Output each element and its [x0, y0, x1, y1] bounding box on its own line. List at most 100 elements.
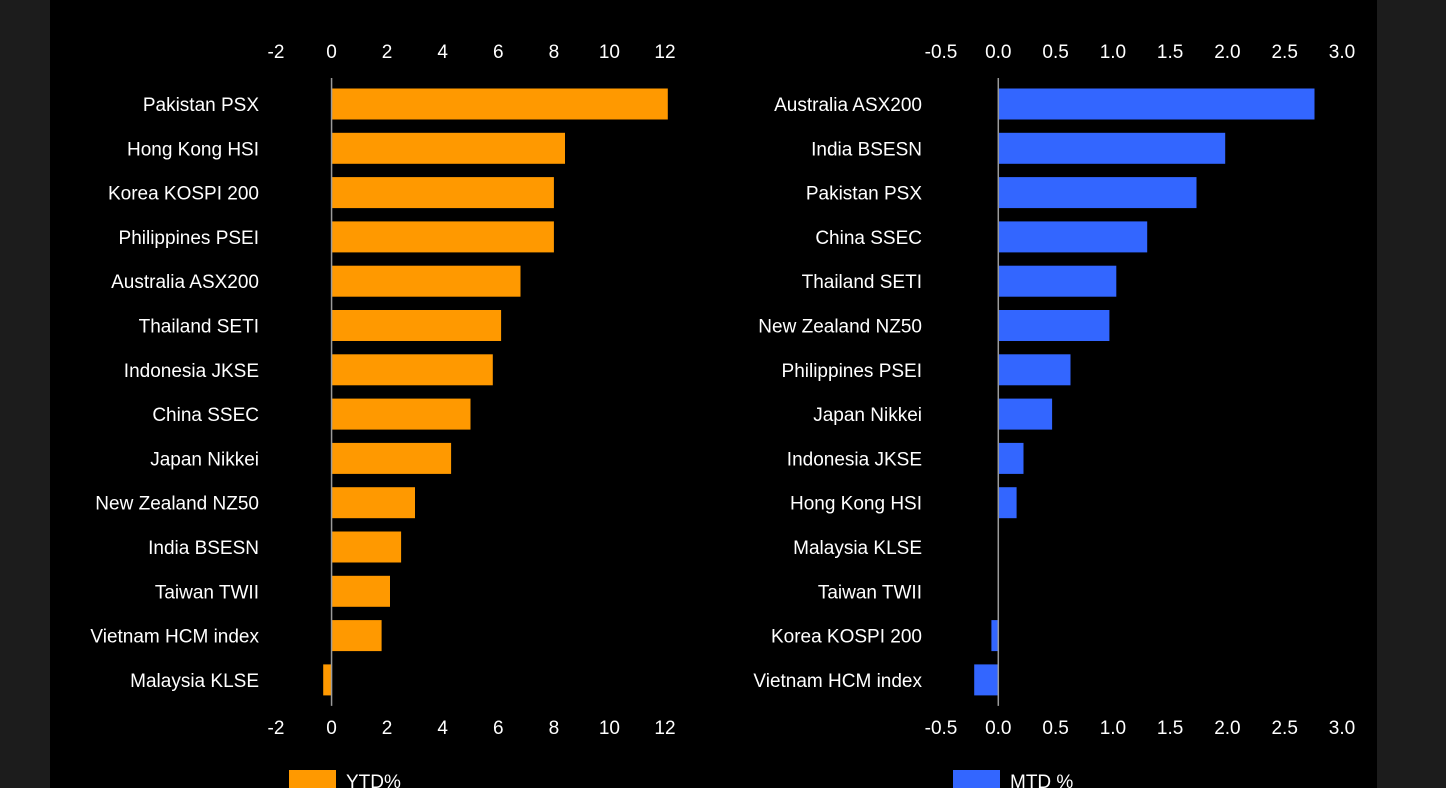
left-tick-bottom-0: -2 — [268, 718, 285, 739]
legend-swatch-ytd — [289, 770, 336, 788]
left-bar-12 — [331, 620, 382, 652]
left-chart-ytd: Pakistan PSX Hong Kong HSI Korea KOSPI 200… — [90, 42, 676, 788]
right-tick-bottom-4: 1.5 — [1157, 718, 1183, 739]
legend-label-ytd: YTD% — [346, 772, 401, 788]
left-category-label-8: Japan Nikkei — [150, 449, 259, 470]
left-ticks-bottom: -2 0 2 4 6 8 10 12 — [268, 718, 676, 739]
right-category-label-0: Australia ASX200 — [774, 95, 922, 116]
right-category-label-6: Philippines PSEI — [782, 361, 922, 382]
left-tick-bottom-1: 0 — [326, 718, 337, 739]
right-bar-3 — [998, 221, 1148, 253]
left-category-label-5: Thailand SETI — [139, 317, 259, 338]
left-bar-7 — [331, 398, 471, 430]
right-category-label-7: Japan Nikkei — [813, 405, 922, 426]
left-category-label-3: Philippines PSEI — [119, 228, 259, 249]
left-bar-4 — [331, 265, 521, 297]
right-tick-bottom-1: 0.0 — [985, 718, 1011, 739]
left-bar-9 — [331, 487, 415, 519]
left-category-label-6: Indonesia JKSE — [124, 361, 259, 382]
left-tick-top-2: 2 — [382, 42, 393, 63]
left-tick-bottom-5: 8 — [549, 718, 560, 739]
left-bar-13 — [323, 664, 332, 696]
legend-label-mtd: MTD % — [1010, 772, 1073, 788]
left-tick-top-0: -2 — [268, 42, 285, 63]
right-tick-bottom-6: 2.5 — [1271, 718, 1297, 739]
left-bars — [323, 88, 668, 696]
right-tick-top-4: 1.5 — [1157, 42, 1183, 63]
right-tick-top-7: 3.0 — [1329, 42, 1355, 63]
left-category-label-1: Hong Kong HSI — [127, 139, 259, 160]
left-bar-2 — [331, 177, 554, 209]
right-tick-top-0: -0.5 — [925, 42, 958, 63]
legend-swatch-mtd — [953, 770, 1000, 788]
right-tick-top-3: 1.0 — [1100, 42, 1126, 63]
left-bar-5 — [331, 310, 502, 341]
right-ticks-bottom: -0.5 0.0 0.5 1.0 1.5 2.0 2.5 3.0 — [925, 718, 1356, 739]
right-bar-5 — [998, 310, 1110, 341]
left-tick-top-5: 8 — [549, 42, 560, 63]
right-ticks-top: -0.5 0.0 0.5 1.0 1.5 2.0 2.5 3.0 — [925, 42, 1356, 63]
right-tick-bottom-7: 3.0 — [1329, 718, 1355, 739]
left-bar-6 — [331, 354, 493, 386]
chart-panel — [50, 0, 1377, 788]
right-tick-top-6: 2.5 — [1271, 42, 1297, 63]
right-bar-13 — [974, 664, 999, 696]
left-bar-3 — [331, 221, 554, 253]
right-tick-bottom-2: 0.5 — [1042, 718, 1068, 739]
right-category-label-10: Malaysia KLSE — [793, 538, 922, 559]
right-tick-top-5: 2.0 — [1214, 42, 1240, 63]
left-tick-top-6: 10 — [599, 42, 620, 63]
right-tick-top-2: 0.5 — [1042, 42, 1068, 63]
right-bars — [974, 88, 1315, 696]
right-category-label-12: Korea KOSPI 200 — [771, 627, 922, 648]
left-category-label-11: Taiwan TWII — [155, 582, 259, 603]
right-category-label-11: Taiwan TWII — [818, 582, 922, 603]
right-category-labels: Australia ASX200 India BSESN Pakistan PSX C… — [753, 95, 922, 692]
right-chart-mtd: Australia ASX200 India BSESN Pakistan PSX C… — [753, 42, 1355, 788]
right-category-label-8: Indonesia JKSE — [787, 449, 922, 470]
left-tick-bottom-4: 6 — [493, 718, 504, 739]
left-category-label-13: Malaysia KLSE — [130, 671, 259, 692]
left-category-label-9: New Zealand NZ50 — [95, 494, 259, 515]
left-bar-0 — [331, 88, 668, 120]
left-tick-bottom-2: 2 — [382, 718, 393, 739]
left-tick-bottom-6: 10 — [599, 718, 620, 739]
right-bar-1 — [998, 132, 1226, 164]
left-category-label-4: Australia ASX200 — [111, 272, 259, 293]
right-tick-bottom-5: 2.0 — [1214, 718, 1240, 739]
left-bar-11 — [331, 575, 390, 607]
right-category-label-4: Thailand SETI — [802, 272, 922, 293]
left-bar-1 — [331, 132, 565, 164]
right-tick-bottom-0: -0.5 — [925, 718, 958, 739]
right-category-label-3: China SSEC — [815, 228, 922, 249]
right-bar-4 — [998, 265, 1117, 297]
left-category-label-0: Pakistan PSX — [143, 95, 259, 116]
left-tick-top-1: 0 — [326, 42, 337, 63]
left-tick-top-3: 4 — [437, 42, 448, 63]
right-category-label-13: Vietnam HCM index — [753, 671, 922, 692]
left-ticks-top: -2 0 2 4 6 8 10 12 — [268, 42, 676, 63]
right-tick-top-1: 0.0 — [985, 42, 1011, 63]
right-bar-8 — [998, 442, 1024, 474]
right-category-label-1: India BSESN — [811, 139, 922, 160]
left-tick-bottom-7: 12 — [654, 718, 675, 739]
left-bar-8 — [331, 442, 452, 474]
right-bar-2 — [998, 177, 1197, 209]
right-category-label-9: Hong Kong HSI — [790, 494, 922, 515]
left-tick-top-4: 6 — [493, 42, 504, 63]
left-category-label-12: Vietnam HCM index — [90, 627, 259, 648]
left-category-labels: Pakistan PSX Hong Kong HSI Korea KOSPI 200… — [90, 95, 259, 692]
right-bar-6 — [998, 354, 1071, 386]
right-bar-7 — [998, 398, 1053, 430]
right-bar-9 — [998, 487, 1017, 519]
left-tick-top-7: 12 — [654, 42, 675, 63]
left-category-label-10: India BSESN — [148, 538, 259, 559]
right-category-label-2: Pakistan PSX — [806, 184, 922, 205]
right-bar-0 — [998, 88, 1315, 120]
left-tick-bottom-3: 4 — [437, 718, 448, 739]
right-tick-bottom-3: 1.0 — [1100, 718, 1126, 739]
right-bar-12 — [991, 620, 999, 652]
right-category-label-5: New Zealand NZ50 — [758, 317, 922, 338]
left-category-label-7: China SSEC — [152, 405, 259, 426]
